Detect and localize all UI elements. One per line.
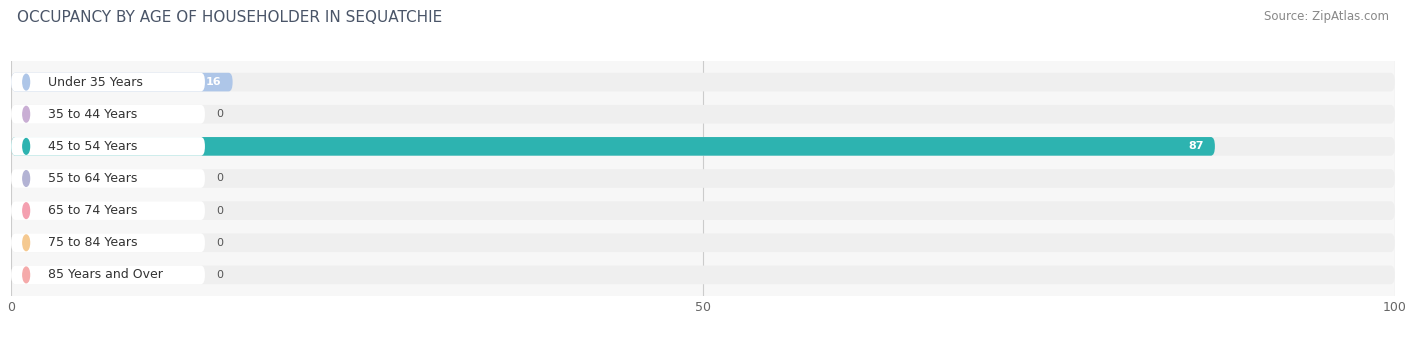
Circle shape <box>22 267 30 283</box>
FancyBboxPatch shape <box>11 266 205 284</box>
FancyBboxPatch shape <box>11 105 205 123</box>
FancyBboxPatch shape <box>11 105 1395 123</box>
Text: 16: 16 <box>205 77 222 87</box>
FancyBboxPatch shape <box>11 73 205 91</box>
Text: Source: ZipAtlas.com: Source: ZipAtlas.com <box>1264 10 1389 23</box>
FancyBboxPatch shape <box>11 201 205 220</box>
FancyBboxPatch shape <box>11 73 232 91</box>
Circle shape <box>22 106 30 122</box>
Text: 0: 0 <box>217 109 224 119</box>
Text: 75 to 84 Years: 75 to 84 Years <box>48 236 138 249</box>
Circle shape <box>22 171 30 186</box>
Text: OCCUPANCY BY AGE OF HOUSEHOLDER IN SEQUATCHIE: OCCUPANCY BY AGE OF HOUSEHOLDER IN SEQUA… <box>17 10 441 25</box>
Text: 35 to 44 Years: 35 to 44 Years <box>48 108 138 121</box>
Text: 85 Years and Over: 85 Years and Over <box>48 268 163 282</box>
Text: 45 to 54 Years: 45 to 54 Years <box>48 140 138 153</box>
FancyBboxPatch shape <box>11 234 205 252</box>
FancyBboxPatch shape <box>11 137 1215 156</box>
Circle shape <box>22 203 30 219</box>
FancyBboxPatch shape <box>11 169 205 188</box>
Text: 0: 0 <box>217 238 224 248</box>
FancyBboxPatch shape <box>11 137 205 156</box>
Text: 0: 0 <box>217 270 224 280</box>
FancyBboxPatch shape <box>11 201 1395 220</box>
Text: 65 to 74 Years: 65 to 74 Years <box>48 204 138 217</box>
Text: 87: 87 <box>1188 141 1204 151</box>
Circle shape <box>22 74 30 90</box>
Text: 55 to 64 Years: 55 to 64 Years <box>48 172 138 185</box>
Text: 0: 0 <box>217 206 224 216</box>
Text: Under 35 Years: Under 35 Years <box>48 75 143 89</box>
FancyBboxPatch shape <box>11 137 1395 156</box>
Circle shape <box>22 138 30 154</box>
Text: 0: 0 <box>217 173 224 184</box>
FancyBboxPatch shape <box>11 73 1395 91</box>
FancyBboxPatch shape <box>11 234 1395 252</box>
Circle shape <box>22 235 30 251</box>
FancyBboxPatch shape <box>11 169 1395 188</box>
FancyBboxPatch shape <box>11 266 1395 284</box>
